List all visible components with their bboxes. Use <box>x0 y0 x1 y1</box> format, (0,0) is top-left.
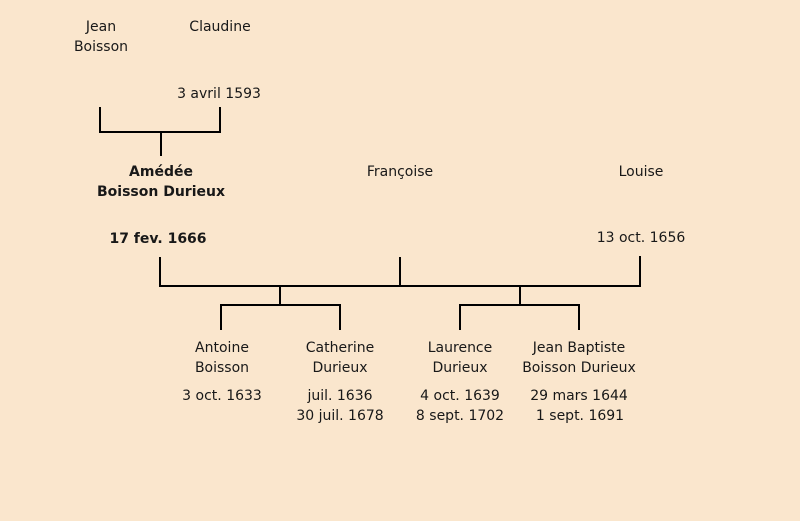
connector-line-spouse1-drop <box>399 257 401 287</box>
person-name-child1-line2[interactable]: Boisson <box>194 360 250 376</box>
connector-line-child2-drop <box>339 304 341 330</box>
person-name-child3-line2[interactable]: Durieux <box>432 360 488 376</box>
connector-line-spouse2-drop <box>639 256 641 287</box>
connector-line-left-stub <box>279 285 281 306</box>
person-name-child2-line2[interactable]: Durieux <box>312 360 368 376</box>
person-date1-child3: 4 oct. 1639 <box>420 388 500 404</box>
connector-line-right-sibling-bar <box>459 304 580 306</box>
person-name-child1-line1[interactable]: Antoine <box>195 340 249 356</box>
person-name-spouse1[interactable]: Françoise <box>366 164 434 180</box>
person-name-spouse2[interactable]: Louise <box>618 164 664 180</box>
connector-line-child4-drop <box>578 304 580 330</box>
person-name-child2-line1[interactable]: Catherine <box>305 340 375 356</box>
connector-line-left-sibling-bar <box>220 304 341 306</box>
person-date1-child4: 29 mars 1644 <box>530 388 628 404</box>
connector-line-right-stub <box>519 285 521 306</box>
person-name-child3-line1[interactable]: Laurence <box>427 340 493 356</box>
person-date1-child2: juil. 1636 <box>307 388 373 404</box>
marriage-date-gen1: 3 avril 1593 <box>177 86 261 102</box>
connector-line-gen1-descent <box>160 131 162 156</box>
connector-line-grandfather <box>99 107 101 133</box>
person-date2-child4: 1 sept. 1691 <box>535 408 625 424</box>
person-date1-child1: 3 oct. 1633 <box>182 388 262 404</box>
person-name-child4-line1[interactable]: Jean Baptiste <box>532 340 626 356</box>
connector-line-child3-drop <box>459 304 461 330</box>
person-name-grandfather-line2[interactable]: Boisson <box>73 39 129 55</box>
person-name-principal-line1[interactable]: Amédée <box>129 164 193 180</box>
person-date2-child2: 30 juil. 1678 <box>296 408 384 424</box>
person-date-spouse2: 13 oct. 1656 <box>596 230 686 246</box>
connector-line-gen2-union <box>159 285 641 287</box>
person-name-child4-line2[interactable]: Boisson Durieux <box>522 360 636 376</box>
person-name-grandfather-line1[interactable]: Jean <box>85 19 117 35</box>
person-date2-child3: 8 sept. 1702 <box>415 408 505 424</box>
connector-line-grandmother <box>219 107 221 133</box>
person-date-principal: 17 fev. 1666 <box>109 231 207 247</box>
connector-line-child1-drop <box>220 304 222 330</box>
connector-line-principal-drop <box>159 257 161 287</box>
person-name-grandmother[interactable]: Claudine <box>189 19 251 35</box>
person-name-principal-line2[interactable]: Boisson Durieux <box>97 184 225 200</box>
